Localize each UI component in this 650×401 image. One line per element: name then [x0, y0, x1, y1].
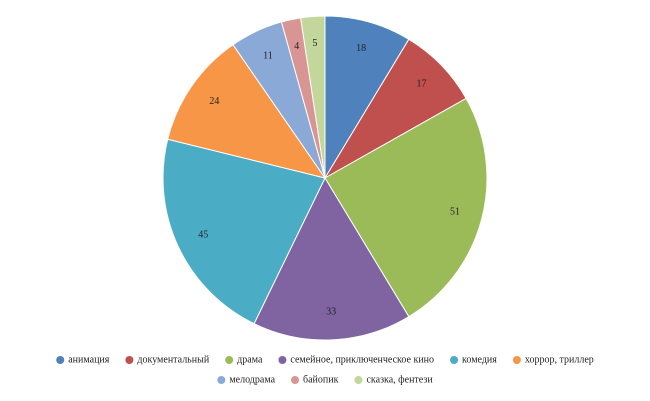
- data-label: 33: [326, 307, 336, 318]
- legend-marker: [512, 356, 521, 364]
- legend-label: анимация: [68, 354, 110, 365]
- data-label: 4: [294, 41, 299, 52]
- data-label: 24: [209, 96, 219, 107]
- data-label: 45: [198, 229, 208, 240]
- legend-item: документальный: [125, 354, 210, 365]
- legend-marker: [225, 356, 234, 364]
- pie-slice: [167, 43, 327, 179]
- data-label: 51: [450, 206, 460, 217]
- legend-item: комедия: [450, 354, 497, 365]
- legend-item: хоррор, триллер: [512, 354, 594, 365]
- data-label: 11: [263, 51, 273, 62]
- legend-marker: [291, 376, 300, 384]
- legend-item: драма: [225, 354, 263, 365]
- legend-item: сказка, фентези: [354, 374, 433, 385]
- data-label: 5: [312, 38, 317, 49]
- data-label: 17: [417, 79, 427, 90]
- pie-slice: [162, 138, 326, 325]
- legend-label: документальный: [137, 354, 209, 365]
- legend-item: мелодрама: [217, 374, 276, 385]
- legend-label: комедия: [462, 354, 497, 365]
- legend-marker: [354, 376, 363, 384]
- legend-label: сказка, фентези: [366, 374, 433, 385]
- legend-item: байопик: [291, 374, 339, 385]
- legend-marker: [56, 356, 65, 364]
- legend-label: байопик: [303, 374, 339, 385]
- legend-marker: [450, 356, 459, 364]
- legend-item: анимация: [56, 354, 110, 365]
- legend: анимация документальный драма семейное, при…: [56, 354, 594, 385]
- legend-marker: [217, 376, 226, 384]
- legend-marker: [125, 356, 134, 364]
- legend-marker: [278, 356, 287, 364]
- legend-label: хоррор, триллер: [525, 354, 594, 365]
- legend-label: мелодрама: [229, 374, 275, 385]
- legend-item: семейное, приключенческое кино: [278, 354, 434, 365]
- pie-slice: [324, 97, 488, 318]
- data-label: 18: [356, 43, 366, 54]
- legend-label: семейное, приключенческое кино: [290, 354, 434, 365]
- pie-slice: [324, 15, 410, 180]
- legend-label: драма: [237, 354, 263, 365]
- pie-slice: [253, 176, 410, 341]
- pie-slice: [300, 15, 326, 179]
